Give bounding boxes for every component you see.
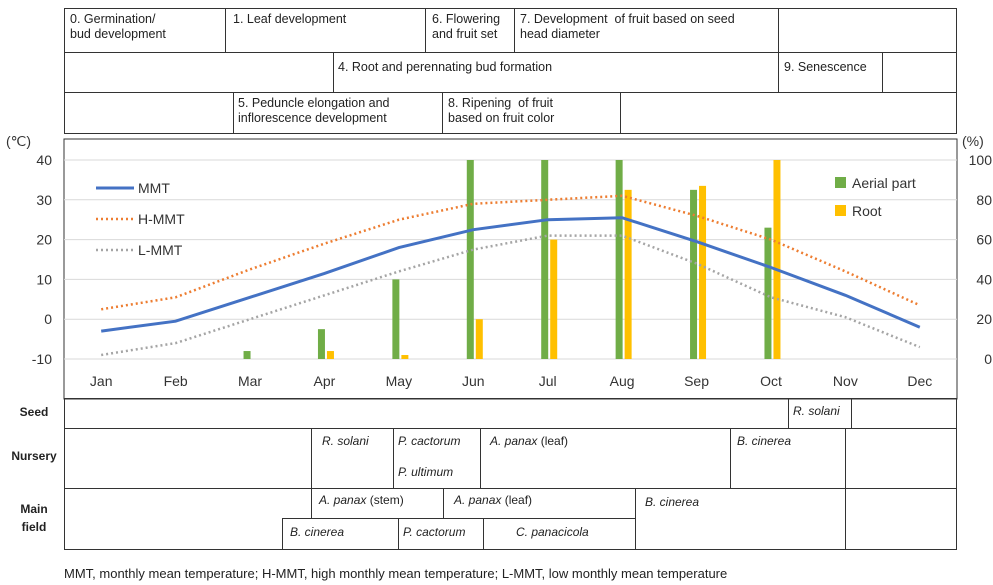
legend-swatch-root xyxy=(835,205,846,216)
bar-aerial-part xyxy=(392,279,400,359)
nursery-b-cinerea: B. cinerea xyxy=(737,434,792,448)
nursery-p-ultimum: P. ultimum xyxy=(398,465,454,479)
nursery-a-panax: A. panax (leaf) xyxy=(490,434,569,448)
bar-aerial-part xyxy=(690,189,698,359)
main-cell-p-cactorum xyxy=(398,518,484,550)
stage-7-label: 7. Development of fruit based on seed he… xyxy=(520,12,735,41)
left-tick-label: 10 xyxy=(36,271,52,287)
x-tick-label: Aug xyxy=(610,373,635,389)
stage-5-label: 5. Peduncle elongation and inflorescence… xyxy=(238,96,390,125)
x-tick-label: Dec xyxy=(907,373,932,389)
x-tick-label: Mar xyxy=(238,373,262,389)
nursery-p-cactorum: P. cactorum xyxy=(398,434,461,448)
legend-label-h-mmt: H-MMT xyxy=(138,211,185,227)
main-cell-b-cinerea-late xyxy=(635,488,846,550)
bar-root xyxy=(624,189,632,359)
stage-1-label: 1. Leaf development xyxy=(233,12,347,26)
bar-aerial-part xyxy=(243,351,251,359)
legend-label-root: Root xyxy=(852,203,882,219)
series-line-mmt xyxy=(101,216,921,333)
bar-aerial-part xyxy=(764,227,772,359)
left-tick-label: 30 xyxy=(36,192,52,208)
series-line-h-mmt xyxy=(101,194,921,311)
main-a-panax-stem: A. panax (stem) xyxy=(319,493,404,507)
bar-aerial-part xyxy=(317,329,325,359)
x-tick-label: May xyxy=(386,373,412,389)
left-tick-label: 40 xyxy=(36,152,52,168)
right-tick-label: 0 xyxy=(984,351,992,367)
main-a-panax-leaf: A. panax (leaf) xyxy=(454,493,533,507)
right-tick-label: 80 xyxy=(976,192,992,208)
left-axis-unit: (℃) xyxy=(6,133,31,149)
x-tick-label: Jul xyxy=(539,373,557,389)
bar-aerial-part xyxy=(466,160,474,359)
series-line-l-mmt xyxy=(101,234,921,357)
right-tick-label: 100 xyxy=(969,152,993,168)
stage-0-label: 0. Germination/ bud development xyxy=(70,12,166,41)
legend-swatch-aerial-part xyxy=(835,177,846,188)
right-axis-unit: (%) xyxy=(962,133,984,149)
main-b-cinerea-late: B. cinerea xyxy=(645,495,700,509)
bar-aerial-part xyxy=(541,160,549,359)
seed-r-solani: R. solani xyxy=(793,404,840,418)
x-tick-label: Oct xyxy=(760,373,782,389)
nursery-r-solani: R. solani xyxy=(322,434,369,448)
bar-aerial-part xyxy=(615,160,623,359)
x-tick-label: Jun xyxy=(462,373,485,389)
stage-cell-8 xyxy=(442,92,621,134)
main-c-panacicola: C. panacicola xyxy=(516,525,589,539)
bar-root xyxy=(326,351,334,359)
right-tick-label: 60 xyxy=(976,232,992,248)
footnote: MMT, monthly mean temperature; H-MMT, hi… xyxy=(64,566,728,581)
stage-8-label: 8. Ripening of fruit based on fruit colo… xyxy=(448,96,555,125)
x-tick-label: Jan xyxy=(90,373,113,389)
x-tick-label: Sep xyxy=(684,373,709,389)
main-b-cinerea-early: B. cinerea xyxy=(290,525,345,539)
left-tick-label: 20 xyxy=(36,232,52,248)
stage-4-label: 4. Root and perennating bud formation xyxy=(338,60,553,74)
legend-label-l-mmt: L-MMT xyxy=(138,242,183,258)
left-tick-label: 0 xyxy=(44,311,52,327)
nursery-row-label: Nursery xyxy=(11,449,57,463)
chart-frame xyxy=(63,138,958,400)
stage-6-label: 6. Flowering and fruit set xyxy=(432,12,501,41)
legend-label-mmt: MMT xyxy=(138,180,170,196)
bar-root xyxy=(475,319,483,359)
right-tick-label: 40 xyxy=(976,271,992,287)
bar-root xyxy=(773,160,781,359)
stage-9-label: 9. Senescence xyxy=(784,60,867,74)
bar-root xyxy=(699,185,707,359)
seed-row-label: Seed xyxy=(19,405,49,419)
x-tick-label: Nov xyxy=(833,373,858,389)
main-field-row-label: Main field xyxy=(20,502,48,534)
x-tick-label: Apr xyxy=(314,373,336,389)
bar-root xyxy=(550,239,558,359)
left-tick-label: -10 xyxy=(32,351,52,367)
legend-label-aerial-part: Aerial part xyxy=(852,175,916,191)
bar-root xyxy=(401,355,409,359)
x-tick-label: Feb xyxy=(164,373,188,389)
main-p-cactorum: P. cactorum xyxy=(403,525,466,539)
right-tick-label: 20 xyxy=(976,311,992,327)
